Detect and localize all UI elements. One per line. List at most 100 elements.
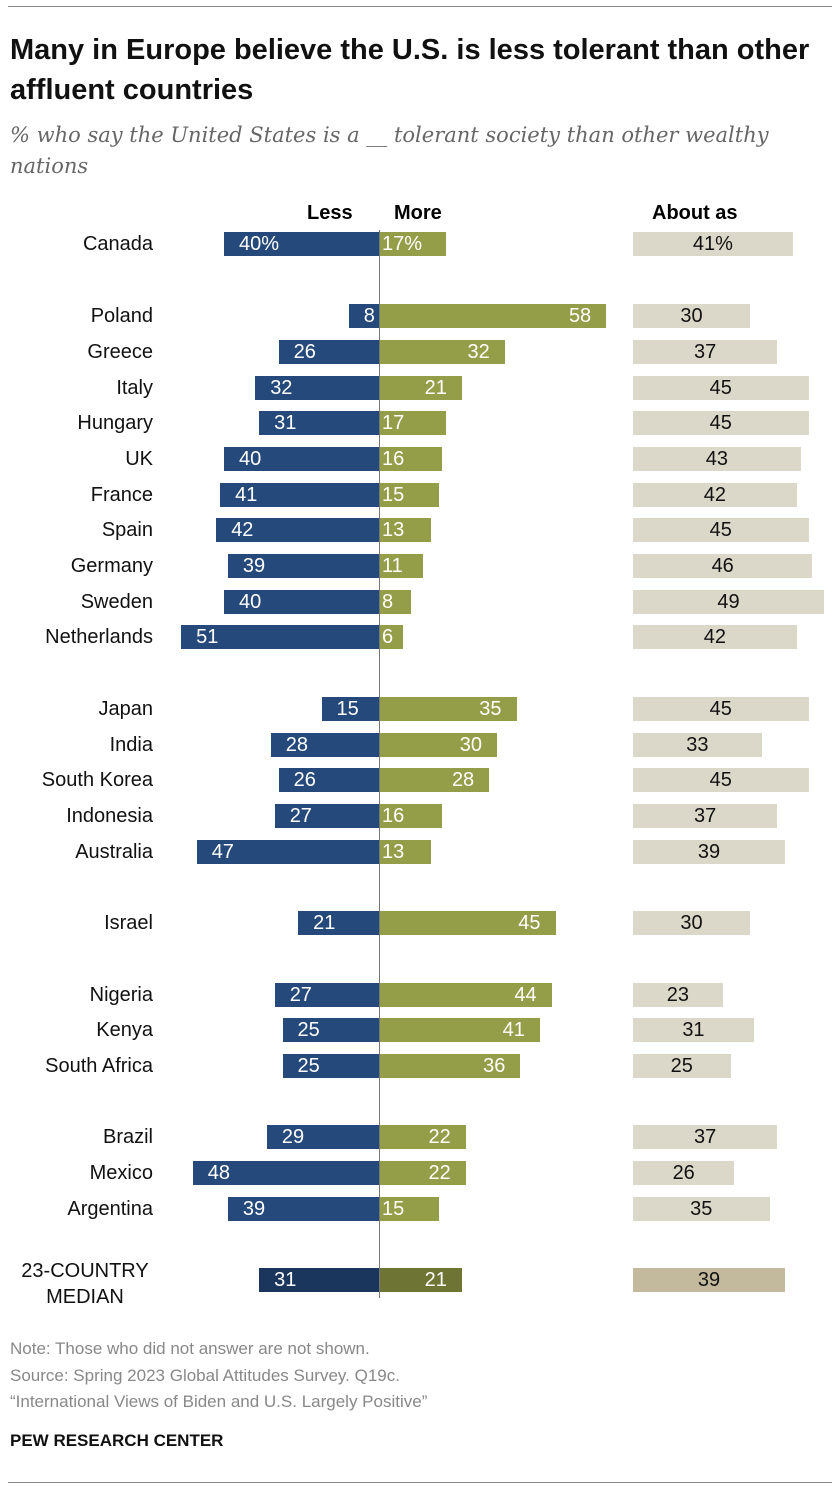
country-label: Israel xyxy=(104,912,153,934)
less-bar: 42 xyxy=(216,518,380,542)
about-bar: 30 xyxy=(633,304,750,328)
less-bar: 27 xyxy=(274,983,380,1007)
more-bar: 30 xyxy=(380,733,497,757)
more-bar: 44 xyxy=(380,983,552,1007)
about-bar: 45 xyxy=(633,768,809,792)
more-bar: 32 xyxy=(380,340,505,364)
country-label: South Korea xyxy=(41,769,153,791)
about-bar: 45 xyxy=(633,376,809,400)
about-bar: 45 xyxy=(633,518,809,542)
more-bar: 28 xyxy=(380,768,490,792)
more-bar: 17% xyxy=(380,232,447,256)
chart-subtitle: % who say the United States is a __ tole… xyxy=(10,123,769,178)
more-bar: 21 xyxy=(380,1268,462,1292)
less-bar: 40 xyxy=(224,447,380,471)
less-bar: 31 xyxy=(259,1268,380,1292)
country-label: India xyxy=(109,734,153,756)
more-bar: 15 xyxy=(380,483,439,507)
about-bar: 33 xyxy=(633,733,762,757)
less-bar: 25 xyxy=(282,1054,380,1078)
about-bar: 31 xyxy=(633,1018,754,1042)
about-bar: 45 xyxy=(633,697,809,721)
header-more: More xyxy=(394,202,442,224)
about-bar: 30 xyxy=(633,911,750,935)
brand-logo-text: PEW RESEARCH CENTER xyxy=(10,1431,224,1450)
country-label: Brazil xyxy=(102,1126,153,1148)
less-bar: 26 xyxy=(278,340,380,364)
country-label: France xyxy=(90,484,153,506)
country-label: Spain xyxy=(101,519,153,541)
less-bar: 47 xyxy=(196,840,380,864)
less-bar: 41 xyxy=(220,483,380,507)
report-title: “International Views of Biden and U.S. L… xyxy=(10,1392,428,1411)
country-label: 23-COUNTRY MEDIAN xyxy=(21,1260,149,1308)
less-bar: 8 xyxy=(348,304,380,328)
more-bar: 16 xyxy=(380,804,443,828)
more-bar: 41 xyxy=(380,1018,540,1042)
more-bar: 58 xyxy=(380,304,607,328)
about-bar: 43 xyxy=(633,447,801,471)
less-bar: 32 xyxy=(255,376,380,400)
about-bar: 37 xyxy=(633,340,778,364)
less-bar: 21 xyxy=(298,911,380,935)
less-bar: 15 xyxy=(321,697,380,721)
less-bar: 27 xyxy=(274,804,380,828)
country-label: South Africa xyxy=(45,1055,153,1077)
more-bar: 13 xyxy=(380,518,431,542)
country-label: Germany xyxy=(70,555,153,577)
country-label: UK xyxy=(125,448,153,470)
source: Source: Spring 2023 Global Attitudes Sur… xyxy=(10,1366,400,1385)
about-bar: 39 xyxy=(633,840,786,864)
more-bar: 45 xyxy=(380,911,556,935)
less-bar: 48 xyxy=(192,1161,380,1185)
less-bar: 29 xyxy=(266,1125,380,1149)
about-bar: 26 xyxy=(633,1161,735,1185)
about-bar: 37 xyxy=(633,804,778,828)
country-label: Indonesia xyxy=(66,805,153,827)
more-bar: 13 xyxy=(380,840,431,864)
about-bar: 45 xyxy=(633,411,809,435)
more-bar: 22 xyxy=(380,1125,466,1149)
country-label: Japan xyxy=(98,698,154,720)
about-bar: 41% xyxy=(633,232,793,256)
about-bar: 46 xyxy=(633,554,813,578)
about-bar: 42 xyxy=(633,625,797,649)
more-bar: 36 xyxy=(380,1054,521,1078)
more-bar: 15 xyxy=(380,1197,439,1221)
more-bar: 17 xyxy=(380,411,447,435)
less-bar: 31 xyxy=(259,411,380,435)
country-label: Nigeria xyxy=(89,984,153,1006)
country-label: Sweden xyxy=(80,591,153,613)
less-bar: 51 xyxy=(181,625,380,649)
country-label: Italy xyxy=(116,377,153,399)
more-bar: 21 xyxy=(380,376,462,400)
less-bar: 40% xyxy=(224,232,380,256)
bottom-rule xyxy=(8,1482,832,1483)
about-bar: 42 xyxy=(633,483,797,507)
country-label: Canada xyxy=(82,233,153,255)
header-about: About as xyxy=(652,202,738,224)
about-bar: 25 xyxy=(633,1054,731,1078)
top-rule xyxy=(8,6,832,7)
country-label: Hungary xyxy=(77,412,153,434)
about-bar: 39 xyxy=(633,1268,786,1292)
country-label: Kenya xyxy=(96,1019,153,1041)
more-bar: 22 xyxy=(380,1161,466,1185)
country-label: Argentina xyxy=(67,1198,153,1220)
country-label: Mexico xyxy=(89,1162,153,1184)
country-label: Greece xyxy=(87,341,153,363)
less-bar: 26 xyxy=(278,768,380,792)
more-bar: 6 xyxy=(380,625,404,649)
more-bar: 35 xyxy=(380,697,517,721)
country-label: Poland xyxy=(90,305,153,327)
country-label: Netherlands xyxy=(45,626,153,648)
about-bar: 49 xyxy=(633,590,825,614)
country-label: Australia xyxy=(75,841,153,863)
about-bar: 23 xyxy=(633,983,723,1007)
less-bar: 39 xyxy=(227,554,380,578)
note: Note: Those who did not answer are not s… xyxy=(10,1339,370,1358)
about-bar: 35 xyxy=(633,1197,770,1221)
more-bar: 11 xyxy=(380,554,423,578)
zero-axis xyxy=(379,230,380,1298)
less-bar: 28 xyxy=(270,733,380,757)
